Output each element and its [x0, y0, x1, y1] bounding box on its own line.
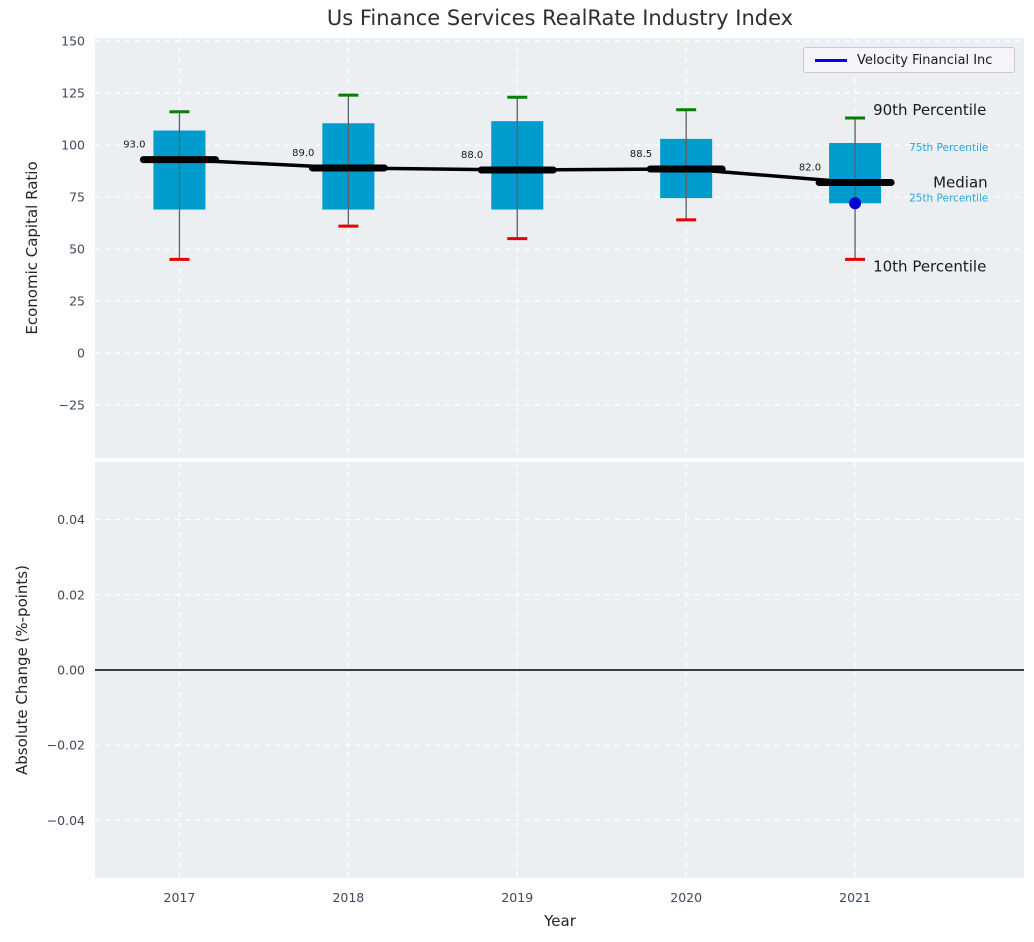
- top-y-tick-label: 100: [61, 138, 85, 153]
- annotation-p10: 10th Percentile: [873, 257, 986, 275]
- x-tick-label: 2019: [501, 890, 533, 905]
- bottom-y-tick-label: 0.04: [57, 512, 85, 527]
- x-tick-label: 2017: [164, 890, 196, 905]
- top-y-tick-label: 0: [77, 346, 85, 361]
- x-axis-label: Year: [544, 912, 576, 930]
- top-y-tick-label: 150: [61, 34, 85, 49]
- top-y-tick-label: 75: [69, 190, 85, 205]
- x-tick-label: 2018: [332, 890, 364, 905]
- median-value-label: 88.0: [461, 150, 483, 161]
- top-y-tick-label: 25: [69, 294, 85, 309]
- x-tick-label: 2021: [839, 890, 871, 905]
- annotation-p90: 90th Percentile: [873, 101, 986, 119]
- annotation-p75: 75th Percentile: [909, 142, 988, 154]
- chart-title: Us Finance Services RealRate Industry In…: [326, 6, 794, 30]
- x-tick-label: 2020: [670, 890, 702, 905]
- top-plot-background: [95, 38, 1024, 458]
- bottom-y-tick-label: 0.00: [57, 663, 85, 678]
- bottom-y-tick-label: −0.04: [47, 813, 85, 828]
- top-y-tick-label: 125: [61, 86, 85, 101]
- company-point-2021: [849, 197, 862, 210]
- bottom-y-tick-label: −0.02: [47, 738, 85, 753]
- annotation-median: Median: [933, 174, 988, 192]
- median-value-label: 88.5: [630, 149, 652, 160]
- bottom-y-tick-label: 0.02: [57, 587, 85, 602]
- median-value-label: 82.0: [799, 163, 821, 174]
- median-value-label: 93.0: [123, 140, 145, 151]
- legend: Velocity Financial Inc: [803, 47, 1015, 73]
- bottom-y-axis-label: Absolute Change (%-points): [13, 565, 31, 775]
- legend-label: Velocity Financial Inc: [857, 52, 993, 68]
- top-y-axis-label: Economic Capital Ratio: [23, 161, 41, 335]
- median-value-label: 89.0: [292, 148, 314, 159]
- top-y-tick-label: −25: [59, 397, 85, 412]
- annotation-p25: 25th Percentile: [909, 192, 988, 204]
- legend-line-swatch: [815, 58, 847, 62]
- top-y-tick-label: 50: [69, 242, 85, 257]
